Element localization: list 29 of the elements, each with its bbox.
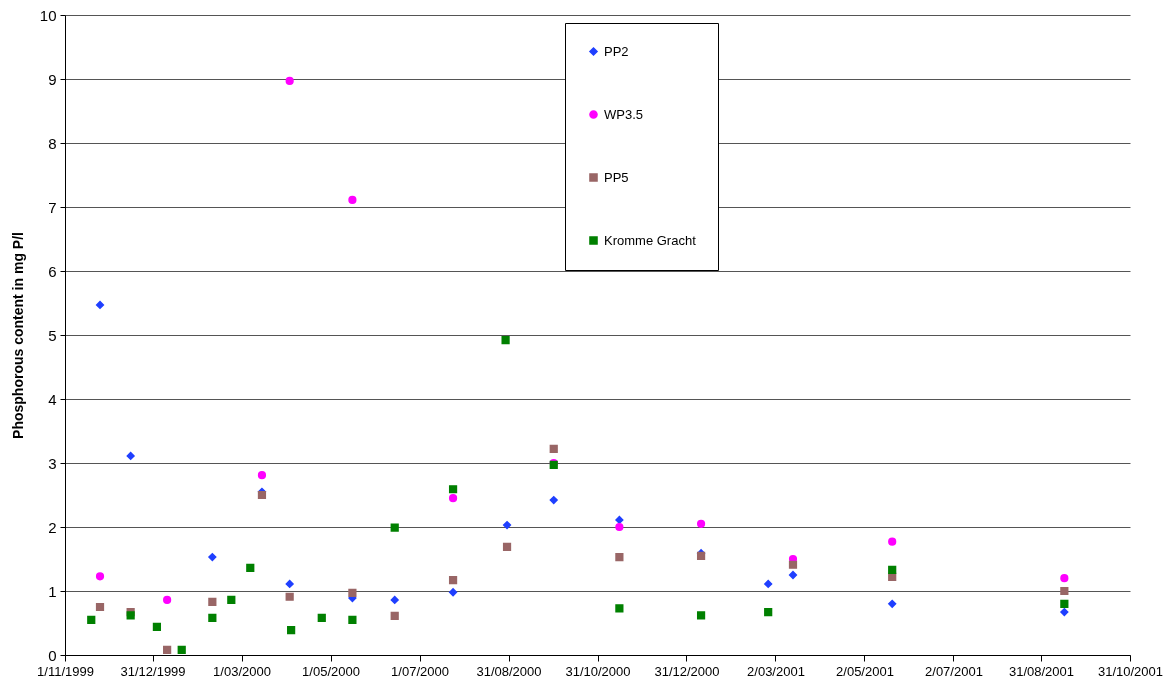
x-tick-label: 31/08/2001 — [1008, 663, 1075, 679]
y-axis-title: Phosphorous content in mg P/l — [9, 232, 26, 439]
x-tick-label: 31/12/1999 — [120, 663, 186, 679]
y-tick-label: 5 — [48, 326, 57, 344]
legend-label: PP2 — [604, 43, 629, 59]
legend-label: PP5 — [604, 169, 629, 185]
x-tick-label: 1/05/2000 — [302, 663, 360, 679]
x-tick-label: 2/05/2001 — [836, 663, 894, 679]
y-tick-label: 2 — [48, 518, 57, 536]
x-tick-label: 31/08/2000 — [476, 663, 542, 679]
x-tick-label: 31/10/2001 — [1097, 663, 1164, 679]
y-tick-label: 7 — [48, 198, 57, 216]
y-tick-label: 0 — [48, 646, 57, 664]
y-tick-label: 1 — [48, 582, 57, 600]
x-tick-label: 1/07/2000 — [391, 663, 449, 679]
x-tick-label: 2/03/2001 — [747, 663, 805, 679]
y-tick-label: 10 — [39, 6, 57, 24]
legend-label: Kromme Gracht — [604, 232, 697, 248]
x-tick-label: 2/07/2001 — [925, 663, 983, 679]
y-tick-label: 9 — [48, 70, 57, 88]
y-tick-label: 6 — [48, 262, 57, 280]
y-tick-label: 8 — [48, 134, 57, 152]
legend-label: WP3.5 — [604, 106, 644, 122]
x-tick-label: 1/03/2000 — [213, 663, 271, 679]
x-tick-label: 1/11/1999 — [37, 663, 94, 679]
x-tick-label: 31/12/2000 — [654, 663, 720, 679]
y-tick-label: 4 — [48, 390, 57, 408]
y-tick-label: 3 — [48, 454, 57, 472]
x-tick-label: 31/10/2000 — [565, 663, 631, 679]
